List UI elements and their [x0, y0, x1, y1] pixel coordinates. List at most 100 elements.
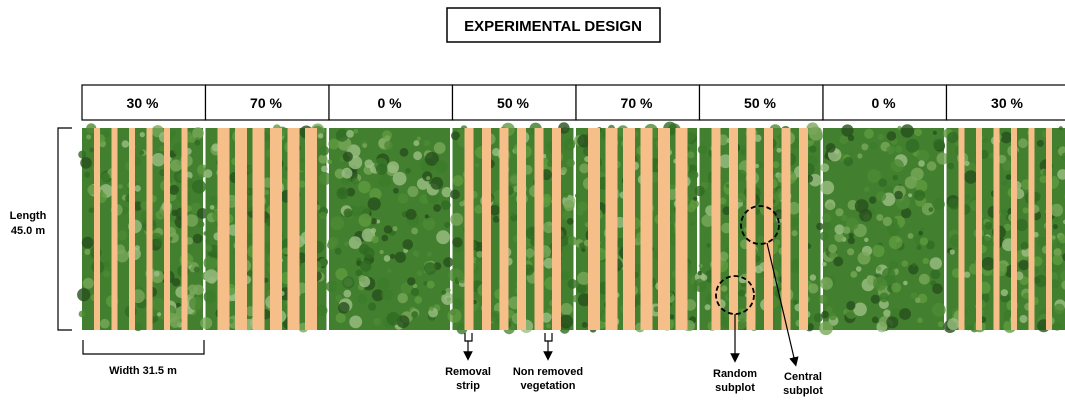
- foliage: [653, 133, 659, 139]
- foliage: [615, 237, 626, 248]
- foliage: [738, 289, 746, 297]
- plot-label: 0 %: [377, 95, 402, 111]
- plot-label: 70 %: [621, 95, 653, 111]
- removal-strip: [1046, 128, 1052, 330]
- foliage: [373, 317, 381, 326]
- foliage: [819, 321, 833, 336]
- foliage: [820, 180, 835, 195]
- foliage: [228, 318, 234, 324]
- foliage: [389, 253, 396, 259]
- foliage: [430, 176, 444, 190]
- foliage: [721, 285, 728, 292]
- foliage: [319, 257, 329, 267]
- foliage: [693, 278, 707, 292]
- foliage: [542, 221, 555, 234]
- foliage: [926, 161, 937, 171]
- central-subplot: [740, 205, 780, 245]
- foliage: [809, 274, 817, 281]
- foliage: [204, 269, 219, 284]
- foliage: [393, 187, 399, 194]
- foliage: [904, 176, 918, 189]
- foliage: [819, 231, 830, 241]
- header-box: [328, 84, 454, 121]
- foliage: [335, 129, 349, 142]
- width-bracket: [82, 340, 205, 355]
- foliage: [1020, 241, 1029, 250]
- foliage: [543, 257, 555, 269]
- foliage: [132, 201, 143, 211]
- foliage: [912, 262, 917, 267]
- foliage: [563, 200, 575, 212]
- foliage: [1002, 161, 1013, 171]
- foliage: [189, 296, 203, 311]
- foliage: [834, 232, 844, 243]
- foliage: [891, 282, 902, 293]
- foliage: [869, 142, 878, 150]
- foliage: [407, 277, 416, 286]
- title-box: [446, 7, 661, 43]
- foliage: [835, 208, 844, 217]
- foliage: [873, 276, 887, 291]
- foliage: [169, 129, 177, 137]
- removal-strip: [129, 128, 135, 330]
- foliage: [319, 172, 332, 185]
- foliage: [559, 314, 574, 329]
- foliage: [857, 251, 871, 265]
- foliage: [813, 313, 824, 323]
- foliage: [917, 317, 923, 324]
- foliage: [933, 138, 945, 151]
- foliage: [864, 237, 869, 242]
- foliage: [864, 128, 874, 139]
- foliage: [892, 174, 899, 181]
- foliage: [560, 303, 573, 316]
- foliage: [576, 209, 584, 216]
- foliage: [351, 177, 359, 185]
- foliage: [914, 128, 922, 137]
- foliage: [947, 318, 960, 331]
- foliage: [567, 236, 578, 246]
- foliage: [171, 278, 181, 287]
- foliage: [919, 237, 929, 246]
- foliage: [1062, 253, 1065, 262]
- foliage: [209, 196, 219, 205]
- annotation: Removal: [445, 366, 491, 378]
- foliage: [1036, 139, 1044, 147]
- foliage: [722, 206, 732, 216]
- foliage: [930, 269, 941, 280]
- foliage: [377, 277, 390, 290]
- foliage: [452, 175, 464, 187]
- foliage: [918, 273, 930, 285]
- foliage: [577, 134, 591, 148]
- foliage: [492, 148, 501, 157]
- foliage: [900, 124, 914, 138]
- foliage: [841, 124, 854, 137]
- foliage: [443, 257, 454, 268]
- annotation: Central: [784, 371, 822, 383]
- foliage: [342, 276, 355, 289]
- foliage: [1057, 169, 1065, 180]
- foliage: [86, 123, 97, 134]
- width-label: Width 31.5 m: [109, 365, 177, 377]
- foliage: [903, 280, 908, 286]
- plot-label: 70 %: [250, 95, 282, 111]
- foliage: [820, 277, 833, 290]
- foliage: [577, 271, 591, 285]
- foliage: [192, 233, 203, 244]
- foliage: [1050, 279, 1060, 289]
- foliage: [335, 268, 348, 281]
- foliage: [1051, 235, 1056, 240]
- foliage: [754, 163, 760, 169]
- foliage: [808, 283, 819, 294]
- foliage: [364, 159, 374, 168]
- foliage: [922, 257, 929, 265]
- removal-strip: [181, 128, 188, 330]
- foliage: [878, 178, 887, 187]
- annotation: Random: [713, 368, 757, 380]
- foliage: [581, 321, 588, 328]
- foliage: [445, 287, 451, 293]
- foliage: [826, 202, 834, 211]
- foliage: [929, 257, 942, 270]
- foliage: [822, 221, 832, 231]
- foliage: [192, 127, 204, 139]
- foliage: [336, 187, 349, 200]
